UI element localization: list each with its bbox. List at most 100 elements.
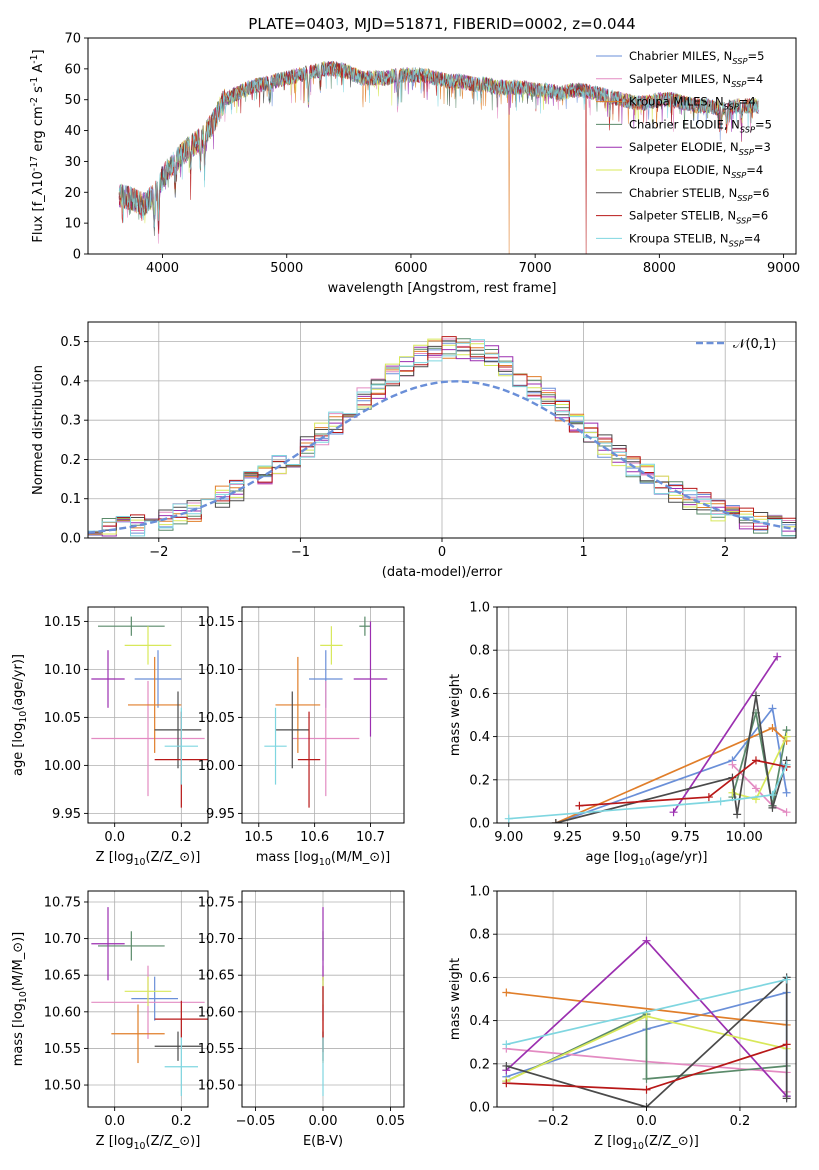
- x-tick-label: 10.00: [726, 830, 763, 845]
- data-point-5: [124, 976, 172, 1006]
- y-tick-label: 10.65: [198, 969, 235, 984]
- data-point-4: [91, 650, 125, 708]
- data-point-8: [164, 707, 198, 785]
- legend-entry: Chabrier STELIB, NSSP=6: [629, 186, 769, 203]
- spectrum-line-7: [118, 60, 759, 254]
- y-tick-label: 10.05: [44, 711, 81, 726]
- data-point-5: [320, 626, 343, 665]
- data-point-0: [131, 976, 178, 1021]
- x-tick-label: 10.5: [244, 830, 273, 845]
- weight-marker: [716, 797, 725, 806]
- weight-marker: [782, 975, 791, 984]
- y-axis-label: age [log10(age/yr)]: [11, 654, 29, 776]
- data-point-3: [98, 931, 165, 961]
- weight-marker: [502, 1079, 511, 1088]
- x-axis-label: Z [log10(Z/Z_⊙)]: [96, 850, 201, 868]
- y-tick-label: 0.6: [469, 687, 490, 702]
- weight-marker: [773, 652, 782, 661]
- y-tick-label: 10.10: [44, 663, 81, 678]
- weight-line-4: [672, 656, 778, 813]
- data-point-6: [275, 691, 310, 769]
- y-tick-label: 10.70: [198, 932, 235, 947]
- y-tick-label: 1.0: [469, 885, 490, 900]
- weight-line-8: [506, 978, 787, 1046]
- weight-line-3: [731, 712, 788, 806]
- axes-frame: [496, 606, 797, 824]
- y-tick-label: 70: [64, 32, 81, 47]
- weight-marker: [782, 808, 791, 817]
- y-tick-label: 10.50: [44, 1079, 81, 1094]
- y-tick-label: 60: [64, 62, 81, 77]
- y-tick-label: 0: [73, 248, 81, 263]
- x-tick-label: 1: [579, 545, 587, 560]
- weight-line-7: [579, 759, 787, 807]
- data-point-7: [297, 711, 321, 808]
- x-tick-label: 0.2: [171, 830, 192, 845]
- y-tick-label: 0.1: [60, 492, 81, 507]
- y-axis-label: Normed distribution: [31, 365, 46, 495]
- plot-area: [504, 652, 791, 823]
- y-tick-label: 9.95: [206, 807, 235, 822]
- y-tick-label: 50: [64, 93, 81, 108]
- x-tick-label: 7000: [519, 261, 552, 276]
- weight-marker: [669, 808, 678, 817]
- data-point-3: [359, 616, 371, 636]
- weight-line-3: [505, 1012, 787, 1082]
- legend-entry: 𝒩(0,1): [733, 337, 776, 352]
- y-tick-label: 0.0: [60, 532, 81, 547]
- y-tick-label: 0.8: [469, 644, 490, 659]
- data-point-2: [128, 656, 182, 753]
- data-point-7: [154, 1000, 208, 1038]
- legend-entry: Salpeter STELIB, NSSP=6: [629, 209, 768, 226]
- y-tick-label: 0.0: [469, 817, 490, 832]
- data-point-1: [292, 680, 360, 797]
- data-point-4: [91, 907, 125, 981]
- weight-marker: [782, 760, 791, 769]
- weight-marker: [782, 1094, 791, 1103]
- y-tick-label: 10.05: [198, 711, 235, 726]
- x-axis-label: mass [log10(M/M_⊙)]: [256, 850, 391, 868]
- x-tick-label: 0.00: [309, 1114, 338, 1129]
- y-tick-label: 10.10: [198, 663, 235, 678]
- plot-area: [91, 907, 208, 1097]
- y-tick-label: 10.75: [44, 895, 81, 910]
- weight-marker: [782, 1040, 791, 1049]
- chart-title: PLATE=0403, MJD=51871, FIBERID=0002, z=0…: [248, 15, 635, 33]
- data-point-2: [111, 1004, 165, 1064]
- legend: Chabrier MILES, NSSP=5 Salpeter MILES, NS…: [596, 49, 772, 248]
- x-tick-label: 9.25: [553, 830, 582, 845]
- y-tick-label: 0.2: [469, 773, 490, 788]
- x-tick-label: 9.50: [612, 830, 641, 845]
- x-tick-label: 10.6: [300, 830, 329, 845]
- weight-marker: [782, 732, 791, 741]
- panel-age_vs_Z: 0.0 0.2 9.95 10.00 10.05 10.10 10.15 Z [log10(Z…: [11, 606, 209, 868]
- y-tick-label: 10.00: [198, 759, 235, 774]
- y-tick-label: 0.0: [469, 1101, 490, 1116]
- y-axis-label: Flux [f_λ10-17 erg cm-2 s-1 A-1]: [29, 49, 46, 242]
- x-tick-label: 0.0: [104, 830, 125, 845]
- y-axis-label: mass weight: [448, 674, 463, 756]
- plot-area: [502, 936, 791, 1107]
- y-tick-label: 10.00: [44, 759, 81, 774]
- weight-marker: [642, 1085, 651, 1094]
- panel-weight_vs_Z: −0.2 0.0 0.2 0.0 0.2 0.4 0.6 0.8 1.0 Z [log10(Z/Z…: [448, 885, 797, 1152]
- y-tick-label: 10.55: [44, 1042, 81, 1057]
- weight-marker: [751, 784, 760, 793]
- legend-entry: Salpeter ELODIE, NSSP=3: [629, 140, 771, 157]
- y-tick-label: 0.2: [60, 453, 81, 468]
- legend-entry: Chabrier ELODIE, NSSP=5: [629, 117, 772, 134]
- y-axis-label: mass [log10(M/M_⊙)]: [11, 932, 29, 1067]
- weight-marker: [782, 788, 791, 797]
- plot-area: [118, 60, 759, 254]
- y-tick-label: 20: [64, 186, 81, 201]
- data-point-3: [98, 616, 165, 636]
- x-tick-label: 9.75: [671, 830, 700, 845]
- legend-entry: Kroupa ELODIE, NSSP=4: [629, 163, 763, 180]
- x-tick-label: 0.0: [636, 1114, 657, 1129]
- axes-frame: [87, 37, 797, 255]
- weight-marker: [751, 691, 760, 700]
- plot-area: [91, 616, 208, 808]
- weight-line-1: [731, 764, 787, 813]
- x-tick-label: 0.0: [104, 1114, 125, 1129]
